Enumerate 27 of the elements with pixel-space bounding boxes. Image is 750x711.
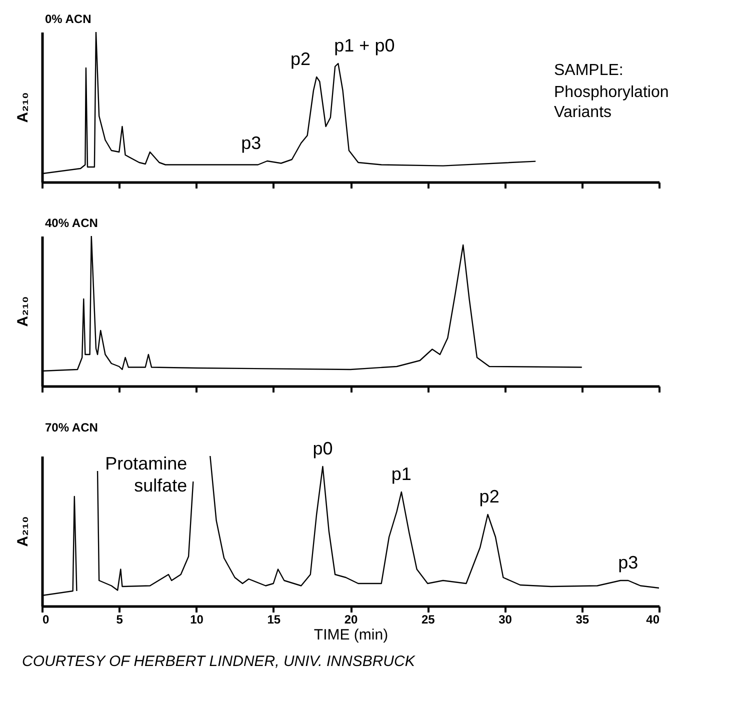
annotation: p2 bbox=[479, 486, 500, 506]
x-tick-label: 35 bbox=[576, 612, 590, 626]
annotation: p1 + p0 bbox=[334, 36, 395, 56]
annotation: p1 bbox=[391, 464, 412, 484]
y-axis-title: A₂₁₀ bbox=[14, 516, 32, 547]
annotation: p0 bbox=[312, 438, 333, 458]
chart-title: 70% ACN bbox=[45, 420, 98, 434]
y-axis-title: A₂₁₀ bbox=[14, 296, 32, 327]
x-tick-label: 15 bbox=[267, 612, 281, 626]
annotation: p3 bbox=[241, 133, 262, 153]
x-axis-title: TIME (min) bbox=[314, 626, 388, 644]
annotation: SAMPLE: bbox=[554, 62, 624, 79]
chart-title: 40% ACN bbox=[45, 216, 98, 230]
annotation: p2 bbox=[290, 49, 311, 69]
annotation: Phosphorylation Variants bbox=[554, 84, 669, 121]
x-tick-label: 10 bbox=[190, 612, 204, 626]
x-tick-label: 40 bbox=[646, 612, 660, 626]
chart-title: 0% ACN bbox=[45, 12, 92, 26]
x-tick-label: 20 bbox=[344, 612, 358, 626]
x-tick-label: 25 bbox=[421, 612, 436, 626]
x-tick-label: 30 bbox=[498, 612, 512, 626]
text: COURTESY OF HERBERT LINDNER, UNIV. INNSBRUCK bbox=[22, 653, 416, 670]
annotation: p3 bbox=[618, 552, 638, 572]
y-axis-title: A₂₁₀ bbox=[14, 92, 32, 123]
x-tick-label: 5 bbox=[116, 612, 124, 626]
x-tick-label: 0 bbox=[42, 612, 50, 626]
annotation: Protamine sulfate bbox=[105, 454, 188, 496]
